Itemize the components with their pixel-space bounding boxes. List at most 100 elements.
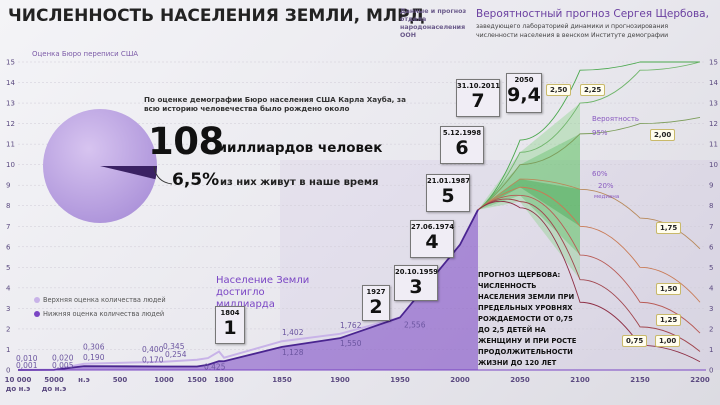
x-tick-label: 2200 bbox=[690, 376, 710, 384]
y-tick-left-8: 8 bbox=[6, 202, 10, 210]
x-tick-label: 2100 bbox=[570, 376, 590, 384]
living-percent-words: из них живут в наше время bbox=[220, 177, 379, 188]
band-20 bbox=[478, 179, 580, 227]
born-total-words: миллиардов человек bbox=[216, 140, 383, 156]
pie-chart bbox=[43, 109, 158, 223]
milestone-3-number: 3 bbox=[409, 276, 423, 298]
milestone-7-number: 7 bbox=[471, 90, 485, 112]
probability-20: 20% bbox=[598, 182, 614, 190]
x-tick-label: 1850 bbox=[272, 376, 292, 384]
y-tick-right-7: 7 bbox=[709, 223, 713, 231]
y-tick-right-1: 1 bbox=[709, 346, 713, 354]
legend-lower: Нижняя оценка количества людей bbox=[34, 310, 164, 318]
series-lower-line bbox=[17, 209, 479, 371]
point-label: 0,001 bbox=[16, 361, 38, 370]
band-60 bbox=[478, 133, 580, 256]
milestone-3-date: 20.10.1959 bbox=[395, 268, 438, 276]
legend-upper: Верхняя оценка количества людей bbox=[34, 296, 166, 304]
milestone-2050-number: 9,4 bbox=[507, 84, 541, 106]
scenario-note: ПРОГНОЗ ЩЕРБОВА: ЧИСЛЕННОСТЬ НАСЕЛЕНИЯ З… bbox=[478, 271, 577, 367]
milestone-6-number: 6 bbox=[455, 137, 469, 159]
milestone-2050: 2050 9,4 bbox=[506, 73, 542, 113]
point-label: 0,400 bbox=[142, 345, 164, 354]
y-tick-left-13: 13 bbox=[6, 100, 15, 108]
point-label: 1,402 bbox=[282, 328, 304, 337]
y-tick-left-14: 14 bbox=[6, 79, 15, 87]
fertility-label-2-50: 2,50 bbox=[546, 84, 572, 96]
y-tick-left-12: 12 bbox=[6, 120, 15, 128]
point-label: 0,010 bbox=[16, 354, 38, 363]
y-tick-left-15: 15 bbox=[6, 59, 15, 67]
x-tick-label: 1500 bbox=[187, 376, 207, 384]
y-tick-left-2: 2 bbox=[6, 325, 10, 333]
x-tick-label: 1000 bbox=[154, 376, 174, 384]
milestone-5: 21.01.1987 5 bbox=[426, 174, 470, 212]
point-label: 0,005 bbox=[52, 361, 74, 370]
y-tick-right-12: 12 bbox=[709, 120, 718, 128]
x-tick-label: 5000 bbox=[44, 376, 64, 384]
x-tick-label: до н.э bbox=[42, 385, 67, 393]
x-tick-label: н.э bbox=[78, 376, 90, 384]
y-tick-left-0: 0 bbox=[6, 367, 10, 375]
x-tick-label: 2000 bbox=[450, 376, 470, 384]
y-tick-right-9: 9 bbox=[709, 182, 713, 190]
y-tick-right-8: 8 bbox=[709, 202, 713, 210]
probability-95: 95% bbox=[592, 129, 608, 137]
band-95 bbox=[478, 103, 580, 280]
fertility-label-1-25: 1,25 bbox=[656, 314, 682, 326]
y-tick-left-7: 7 bbox=[6, 223, 10, 231]
page-title: ЧИСЛЕННОСТЬ НАСЕЛЕНИЯ ЗЕМЛИ, МЛРД bbox=[8, 6, 425, 26]
x-tick-label: до н.э bbox=[6, 385, 31, 393]
milestone-4-number: 4 bbox=[425, 231, 439, 253]
bureau-note: По оценке демографии Бюро населения США … bbox=[144, 95, 406, 113]
point-label: 0,170 bbox=[142, 356, 164, 365]
forecast-line-1-75 bbox=[477, 178, 701, 250]
milestone-1: 1804 1 bbox=[215, 306, 245, 344]
y-tick-right-6: 6 bbox=[709, 243, 714, 251]
milestone-2050-date: 2050 bbox=[514, 76, 534, 84]
y-tick-left-5: 5 bbox=[6, 264, 10, 272]
point-label: 0,190 bbox=[83, 353, 105, 362]
x-tick-label: 500 bbox=[113, 376, 128, 384]
x-tick-label: 1950 bbox=[390, 376, 410, 384]
born-total-number: 108 bbox=[148, 120, 224, 163]
milestone-1-year: 1804 bbox=[220, 309, 240, 317]
y-tick-right-11: 11 bbox=[709, 141, 718, 149]
y-tick-left-9: 9 bbox=[6, 182, 10, 190]
y-tick-right-4: 4 bbox=[709, 284, 714, 292]
point-label: 0,345 bbox=[163, 342, 185, 351]
x-tick-label: 10 000 bbox=[5, 376, 32, 384]
y-tick-left-1: 1 bbox=[6, 346, 10, 354]
source-label: Оценка Бюро переписи США bbox=[32, 50, 139, 58]
x-tick-label: 2050 bbox=[510, 376, 530, 384]
forecast-line-2-50 bbox=[477, 61, 700, 211]
point-label: 0,306 bbox=[83, 343, 105, 352]
forecast-line-0-75 bbox=[477, 200, 701, 363]
legend-upper-swatch bbox=[34, 297, 40, 303]
y-tick-right-3: 3 bbox=[709, 305, 713, 313]
milestone-7-date: 31.10.2011 bbox=[457, 82, 500, 90]
y-tick-right-10: 10 bbox=[709, 161, 718, 169]
forecast-line-1-25 bbox=[477, 194, 701, 334]
milestone-4-date: 27.06.1974 bbox=[411, 223, 454, 231]
point-label: 1,128 bbox=[282, 348, 304, 357]
milestone-5-number: 5 bbox=[441, 185, 455, 207]
point-label: 1,550 bbox=[340, 339, 362, 348]
milestone-2: 1927 2 bbox=[362, 285, 390, 321]
point-label: 0,425 bbox=[204, 362, 226, 371]
y-tick-right-0: 0 bbox=[709, 367, 713, 375]
y-tick-right-5: 5 bbox=[709, 264, 713, 272]
y-tick-left-11: 11 bbox=[6, 141, 15, 149]
x-tick-label: 1800 bbox=[214, 376, 234, 384]
milestone-7: 31.10.2011 7 bbox=[456, 79, 500, 117]
pie-pointer bbox=[153, 165, 173, 185]
milestone-6: 5.12.1998 6 bbox=[440, 126, 484, 164]
milestone-2-number: 2 bbox=[369, 296, 383, 318]
milestone-4: 27.06.1974 4 bbox=[410, 220, 454, 258]
fertility-label-2-00: 2,00 bbox=[650, 129, 676, 141]
legend-lower-swatch bbox=[34, 311, 40, 317]
x-tick-label: 1900 bbox=[330, 376, 350, 384]
y-tick-right-13: 13 bbox=[709, 100, 718, 108]
legend-lower-label: Нижняя оценка количества людей bbox=[43, 310, 165, 318]
